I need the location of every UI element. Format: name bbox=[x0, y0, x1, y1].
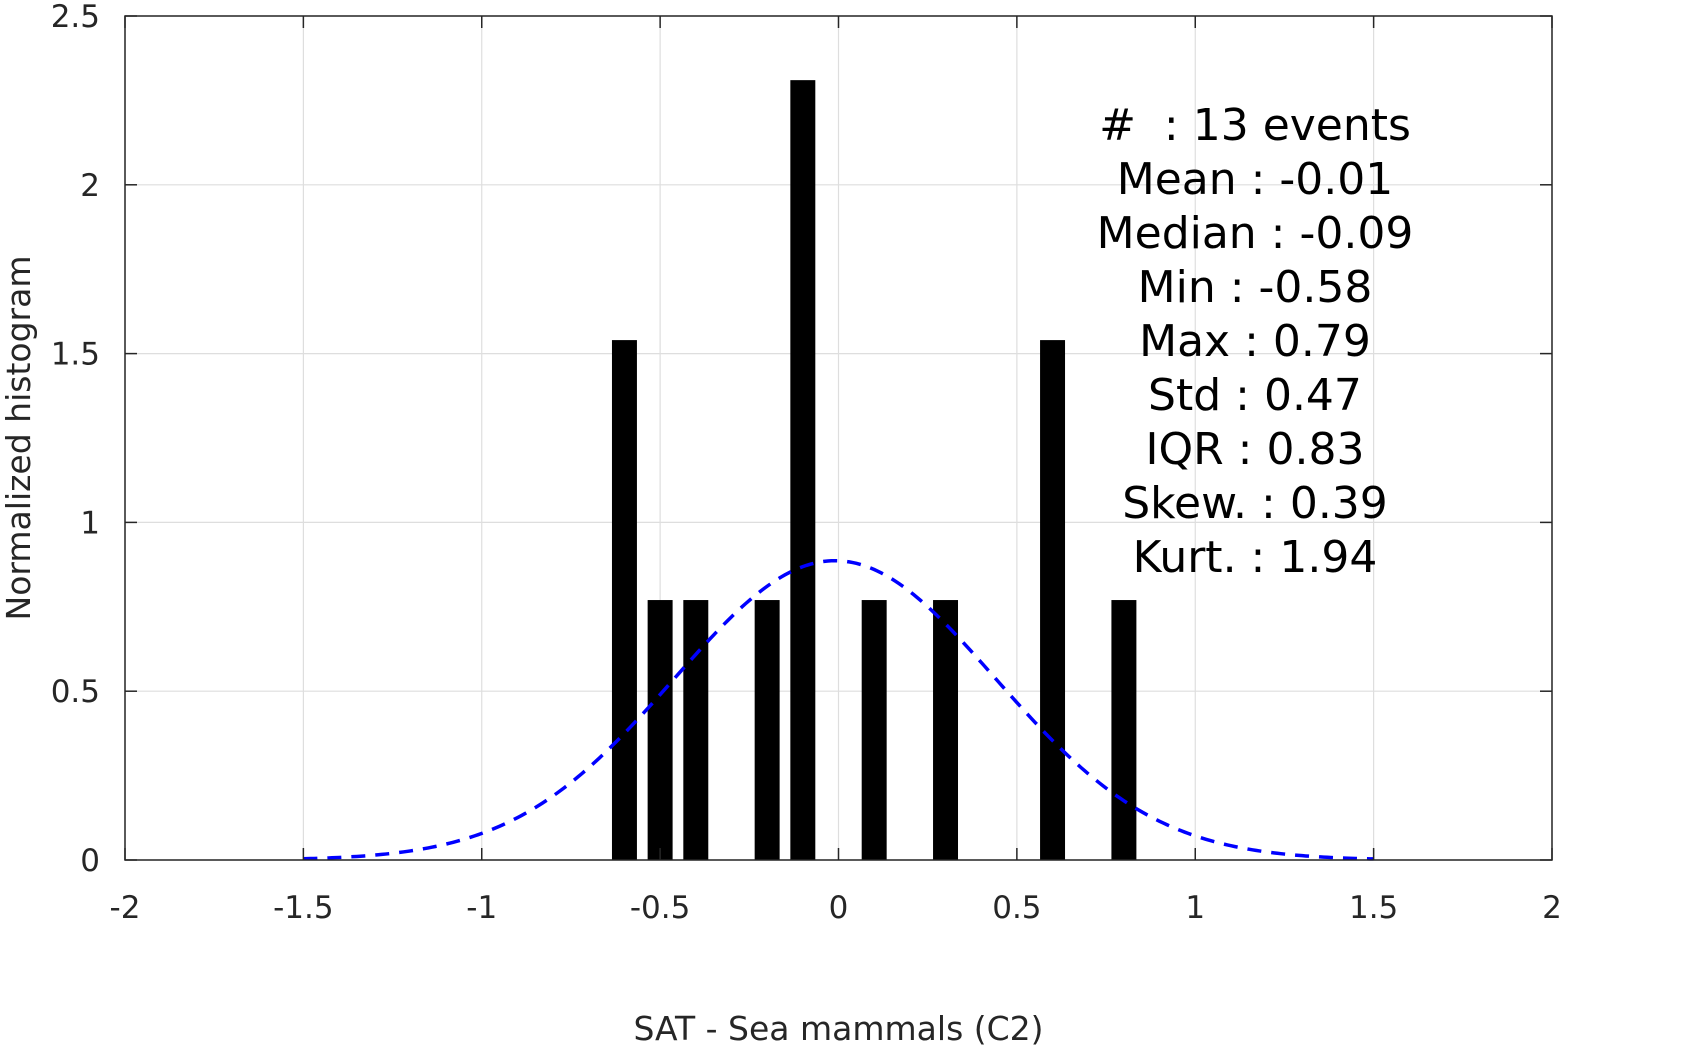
x-tick-label: 0.5 bbox=[992, 890, 1041, 926]
stat-line: Min : -0.58 bbox=[1138, 262, 1373, 313]
stat-line: Mean : -0.01 bbox=[1117, 154, 1394, 205]
x-tick-label: -1.5 bbox=[273, 890, 334, 926]
y-tick-label: 1.5 bbox=[51, 337, 100, 373]
histogram-bar bbox=[790, 80, 816, 861]
histogram-bars bbox=[611, 80, 1137, 861]
y-tick-label: 1 bbox=[80, 505, 100, 541]
x-tick-label: -1 bbox=[466, 890, 497, 926]
y-tick-label: 2.5 bbox=[51, 0, 100, 35]
y-tick-label: 0.5 bbox=[51, 674, 100, 710]
histogram-bar bbox=[647, 600, 673, 860]
x-tick-label: 1 bbox=[1185, 890, 1205, 926]
stat-line: Max : 0.79 bbox=[1139, 316, 1371, 367]
x-tick-label: -0.5 bbox=[630, 890, 691, 926]
y-tick-labels: 0 0.5 1 1.5 2 2.5 bbox=[51, 0, 100, 879]
stat-line: IQR : 0.83 bbox=[1146, 424, 1365, 475]
x-tick-label: 0 bbox=[829, 890, 849, 926]
normal-fit-curve bbox=[303, 558, 1374, 861]
x-tick-label: -2 bbox=[110, 890, 141, 926]
histogram-bar bbox=[933, 600, 959, 860]
x-tick-label: 2 bbox=[1542, 890, 1562, 926]
stat-line: # : 13 events bbox=[1099, 100, 1411, 151]
y-tick-label: 0 bbox=[80, 843, 100, 879]
stat-line: Skew. : 0.39 bbox=[1122, 478, 1388, 529]
x-tick-label: 1.5 bbox=[1349, 890, 1398, 926]
x-axis-label: SAT - Sea mammals (C2) bbox=[633, 1009, 1043, 1048]
stat-line: Kurt. : 1.94 bbox=[1133, 532, 1378, 583]
histogram-bar bbox=[611, 340, 637, 860]
axis-ticks bbox=[124, 15, 1553, 861]
histogram-bar bbox=[1111, 600, 1137, 860]
stat-line: Median : -0.09 bbox=[1097, 208, 1414, 259]
histogram-bar bbox=[754, 600, 780, 860]
y-tick-label: 2 bbox=[80, 168, 100, 204]
y-axis-label: Normalized histogram bbox=[0, 256, 38, 621]
histogram-bar bbox=[683, 600, 709, 860]
histogram-bar bbox=[861, 600, 887, 860]
stat-line: Std : 0.47 bbox=[1148, 370, 1362, 421]
x-tick-labels: -2 -1.5 -1 -0.5 0 0.5 1 1.5 2 bbox=[110, 890, 1562, 926]
histogram-bar bbox=[1040, 340, 1066, 860]
